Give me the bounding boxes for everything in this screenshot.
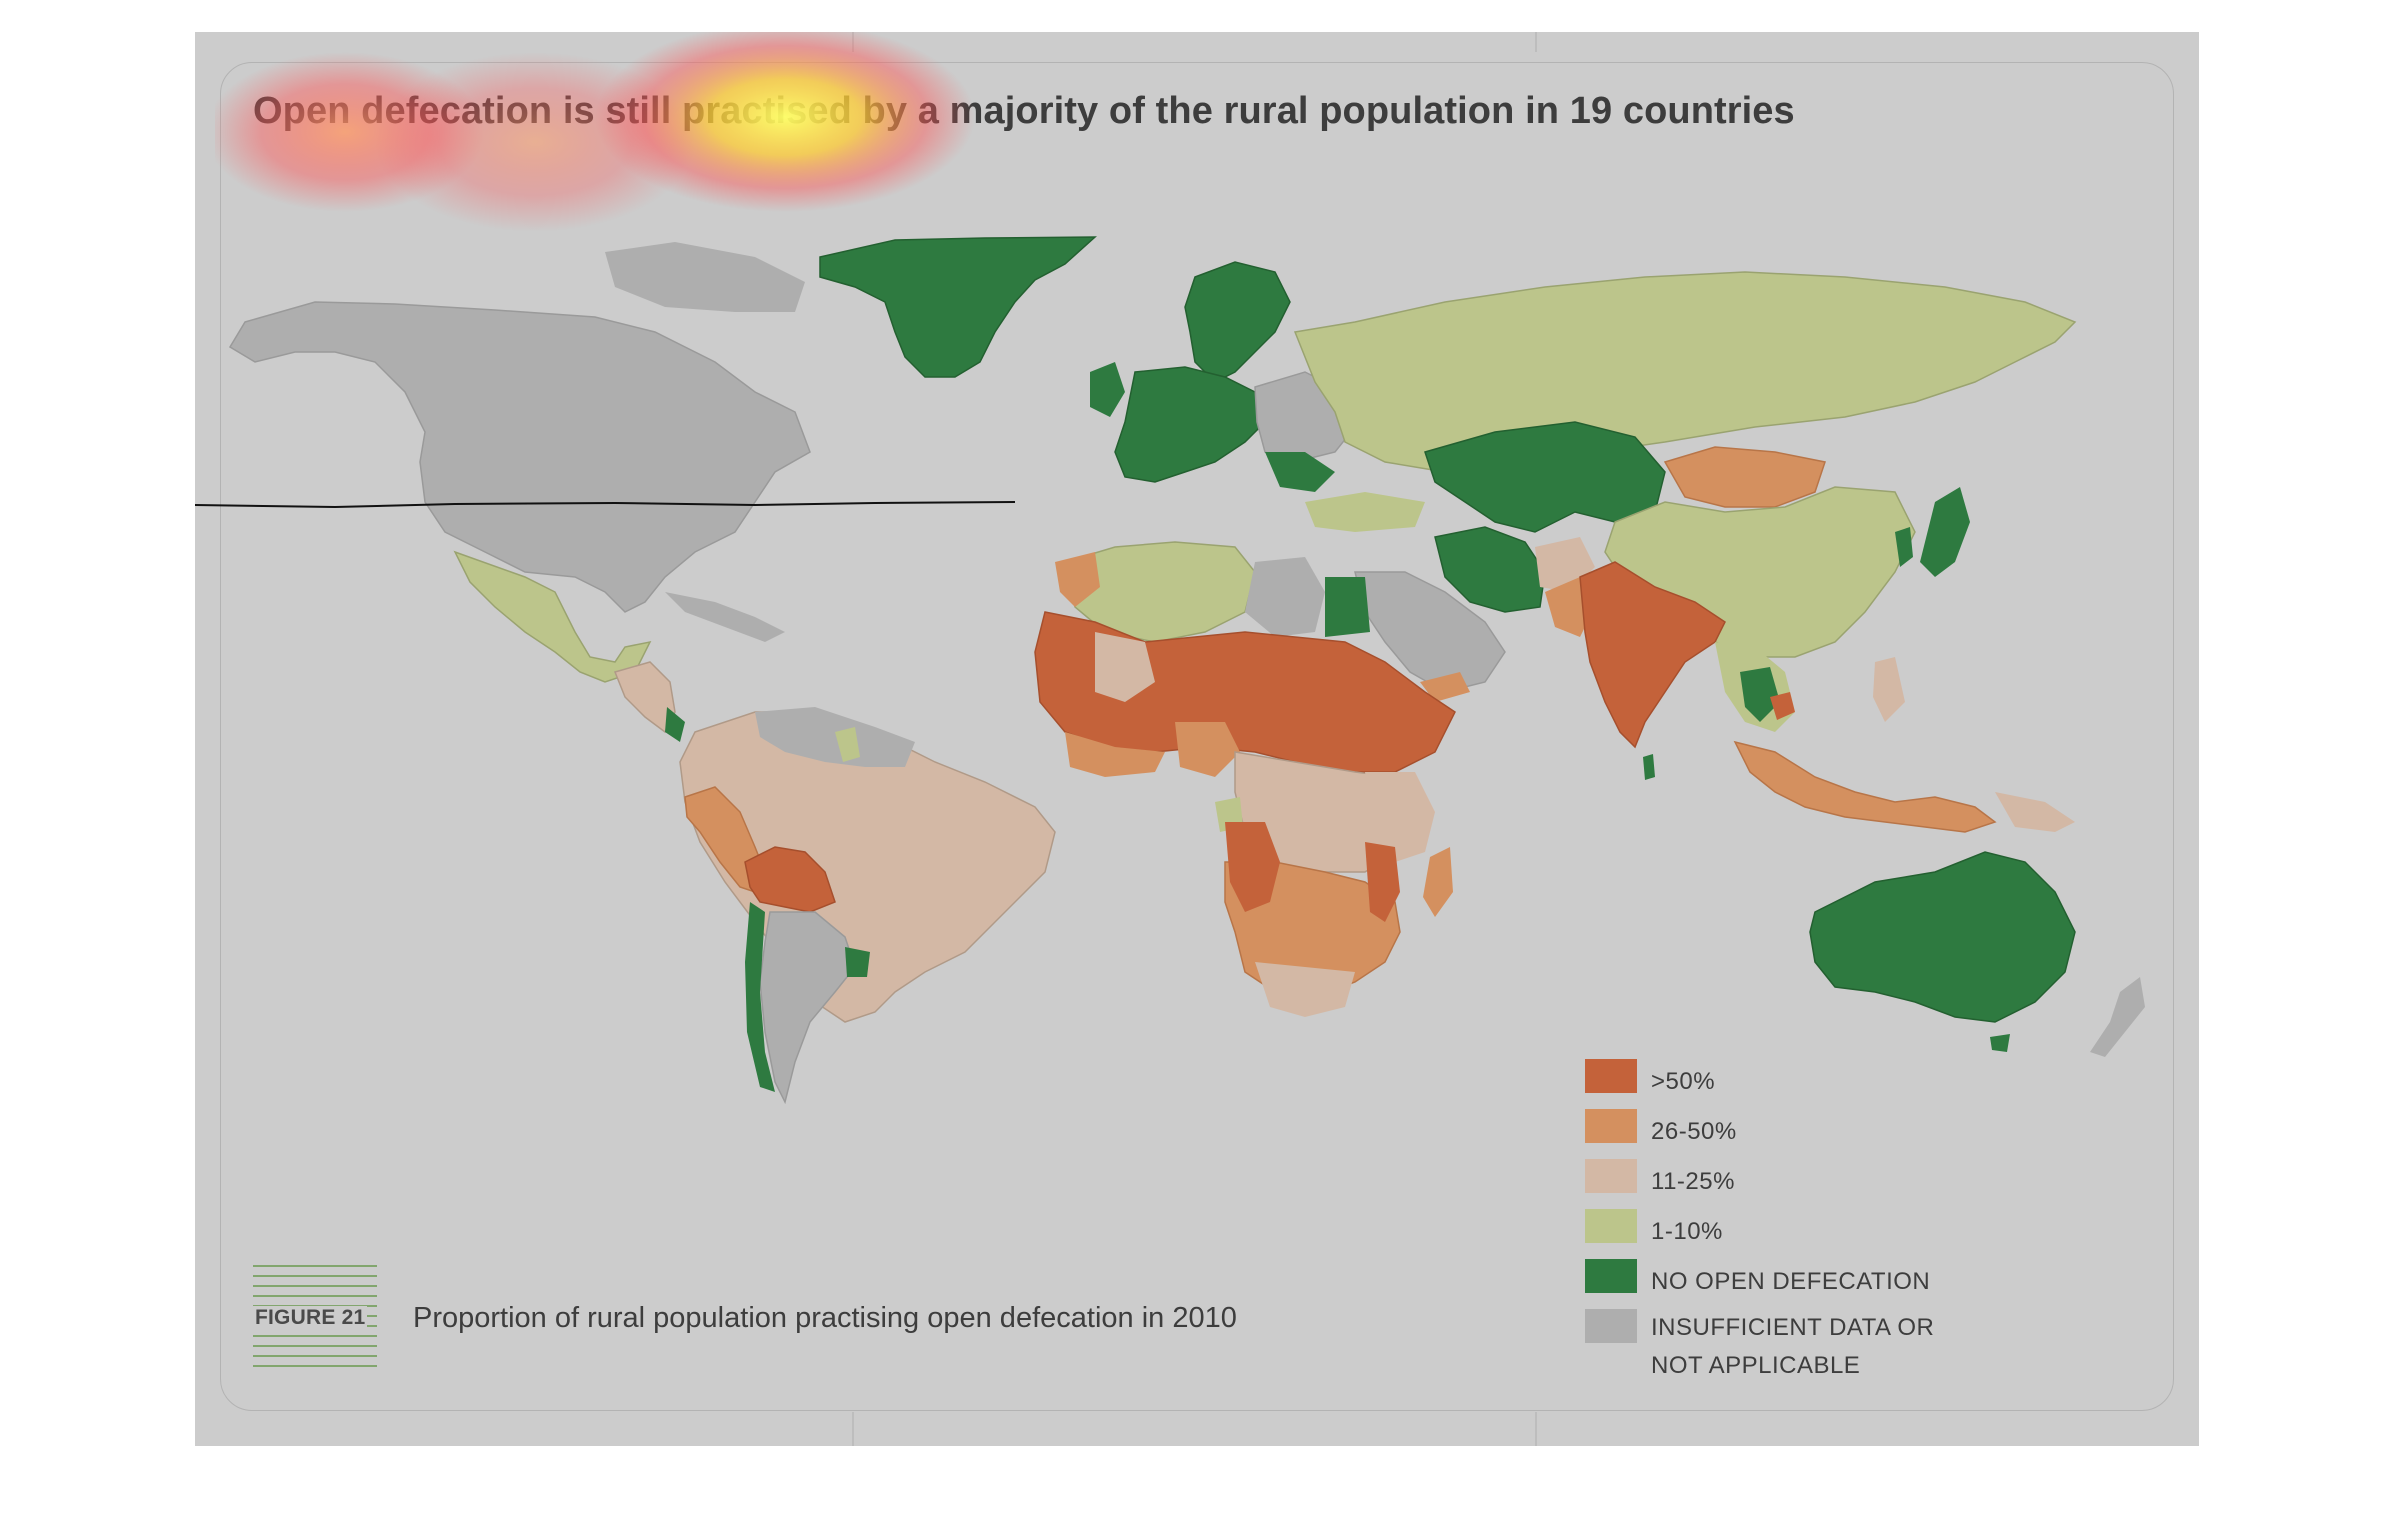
- region-japan: [1920, 487, 1970, 577]
- region-west-africa: [1095, 632, 1155, 702]
- legend-label: 26-50%: [1651, 1118, 1737, 1145]
- legend-swatch: [1585, 1309, 1637, 1343]
- region-south-africa: [1255, 962, 1355, 1017]
- legend-swatch: [1585, 1259, 1637, 1293]
- region-russia: [1293, 271, 2077, 473]
- legend-label: >50%: [1651, 1068, 1716, 1095]
- region-india: [1579, 561, 1726, 749]
- region-greenland: [819, 236, 1097, 378]
- legend-swatch: [1585, 1159, 1637, 1193]
- map-sheet: Open defecation is still practised by a …: [195, 32, 2199, 1446]
- region-western-europe: [1114, 366, 1266, 483]
- region-new-zealand: [2090, 977, 2145, 1057]
- region-costa-rica: [665, 707, 685, 742]
- region-australia: [1809, 851, 2076, 1023]
- region-canada-north: [605, 242, 805, 312]
- region-png: [1995, 792, 2075, 832]
- map-frame: [220, 62, 2174, 1411]
- region-uruguay: [845, 947, 870, 977]
- legend-label: INSUFFICIENT DATA OR NOT APPLICABLE: [1651, 1309, 1934, 1385]
- legend-swatch: [1585, 1059, 1637, 1093]
- region-indonesia: [1733, 740, 1997, 833]
- fold-line: [852, 1412, 854, 1446]
- legend-label-line2: NOT APPLICABLE: [1651, 1352, 1861, 1379]
- region-chile: [745, 902, 775, 1092]
- region-northern-south-america: [755, 707, 915, 767]
- region-north-america: [228, 301, 811, 613]
- region-turkey: [1305, 492, 1425, 532]
- world-map: [195, 236, 2145, 1105]
- region-angola: [1225, 822, 1280, 912]
- region-sri-lanka: [1643, 754, 1655, 780]
- legend-label-line1: INSUFFICIENT DATA OR: [1651, 1314, 1935, 1341]
- figure-caption: Proportion of rural population practisin…: [413, 1302, 1237, 1334]
- region-mongolia: [1663, 446, 1826, 508]
- region-bolivia: [744, 846, 836, 913]
- region-guyana: [835, 727, 860, 762]
- region-gulf-guinea: [1065, 732, 1165, 777]
- region-korea: [1895, 527, 1913, 567]
- legend-label: NO OPEN DEFECATION: [1651, 1268, 1931, 1295]
- region-arabia: [1354, 571, 1506, 693]
- region-cambodia: [1770, 692, 1795, 720]
- region-madagascar: [1423, 847, 1453, 917]
- region-morocco: [1055, 552, 1100, 607]
- region-balkans: [1265, 452, 1335, 492]
- region-mozambique: [1365, 842, 1400, 922]
- region-caribbean: [665, 592, 785, 642]
- legend-swatch: [1585, 1109, 1637, 1143]
- legend-label: 1-10%: [1651, 1218, 1723, 1245]
- region-thailand: [1740, 667, 1780, 722]
- region-yemen: [1420, 672, 1470, 702]
- region-mexico: [453, 550, 652, 683]
- stray-line: [195, 501, 1016, 509]
- region-egypt: [1325, 577, 1370, 637]
- region-philippines: [1873, 657, 1905, 722]
- fold-line: [1535, 32, 1537, 52]
- region-nigeria: [1175, 722, 1240, 777]
- fold-line: [1535, 1412, 1537, 1446]
- region-east-africa: [1365, 772, 1435, 862]
- region-uk: [1090, 362, 1125, 417]
- region-tasmania: [1990, 1034, 2010, 1052]
- legend-label: 11-25%: [1651, 1168, 1735, 1195]
- map-title: Open defecation is still practised by a …: [253, 90, 1795, 132]
- region-scandinavia: [1184, 261, 1291, 383]
- figure-label: FIGURE 21: [253, 1306, 368, 1330]
- region-libya: [1245, 557, 1325, 637]
- region-iran: [1434, 526, 1546, 613]
- legend-swatch: [1585, 1209, 1637, 1243]
